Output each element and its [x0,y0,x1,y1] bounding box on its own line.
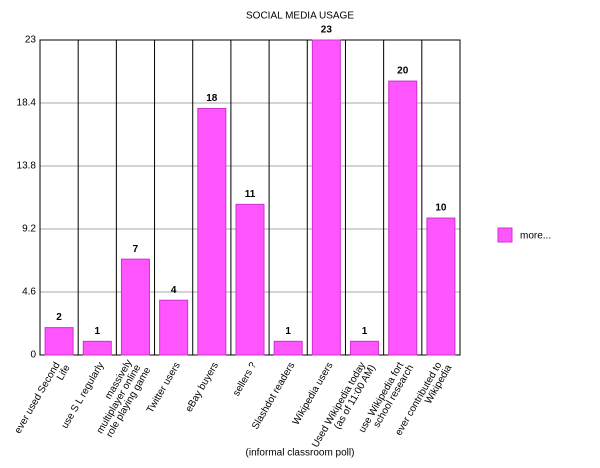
value-label: 2 [56,312,62,323]
value-label: 18 [206,93,218,104]
value-label: 23 [321,25,333,36]
x-tick-label: sellers ? [231,360,259,398]
bar [235,203,265,356]
value-label: 4 [171,285,177,296]
bar [311,39,341,356]
bar [426,217,456,356]
y-tick-label: 4.6 [22,287,36,298]
value-label: 20 [397,66,409,77]
value-label: 1 [362,326,368,337]
bar [44,327,74,356]
legend-swatch [497,227,513,243]
value-label: 1 [285,326,291,337]
y-tick-label: 9.2 [22,224,36,235]
y-tick-label: 18.4 [17,98,37,109]
x-tick-label: eBay buyers [183,360,220,414]
y-tick-label: 0 [30,350,36,361]
bar [388,80,418,356]
bar [273,340,303,356]
y-tick-label: 13.8 [17,161,37,172]
chart-title: SOCIAL MEDIA USAGE [246,11,354,22]
value-label: 7 [133,244,139,255]
bar [350,340,380,356]
value-label: 10 [435,203,447,214]
x-tick-label: Twitter users [145,360,183,415]
bar [120,258,150,356]
value-label: 1 [94,326,100,337]
y-tick-label: 23 [25,35,37,46]
value-label: 11 [245,189,256,200]
bar [197,107,227,356]
bar [159,299,189,356]
legend-label: more... [520,231,551,242]
bar [82,340,112,356]
x-axis-label: (informal classroom poll) [246,448,355,459]
